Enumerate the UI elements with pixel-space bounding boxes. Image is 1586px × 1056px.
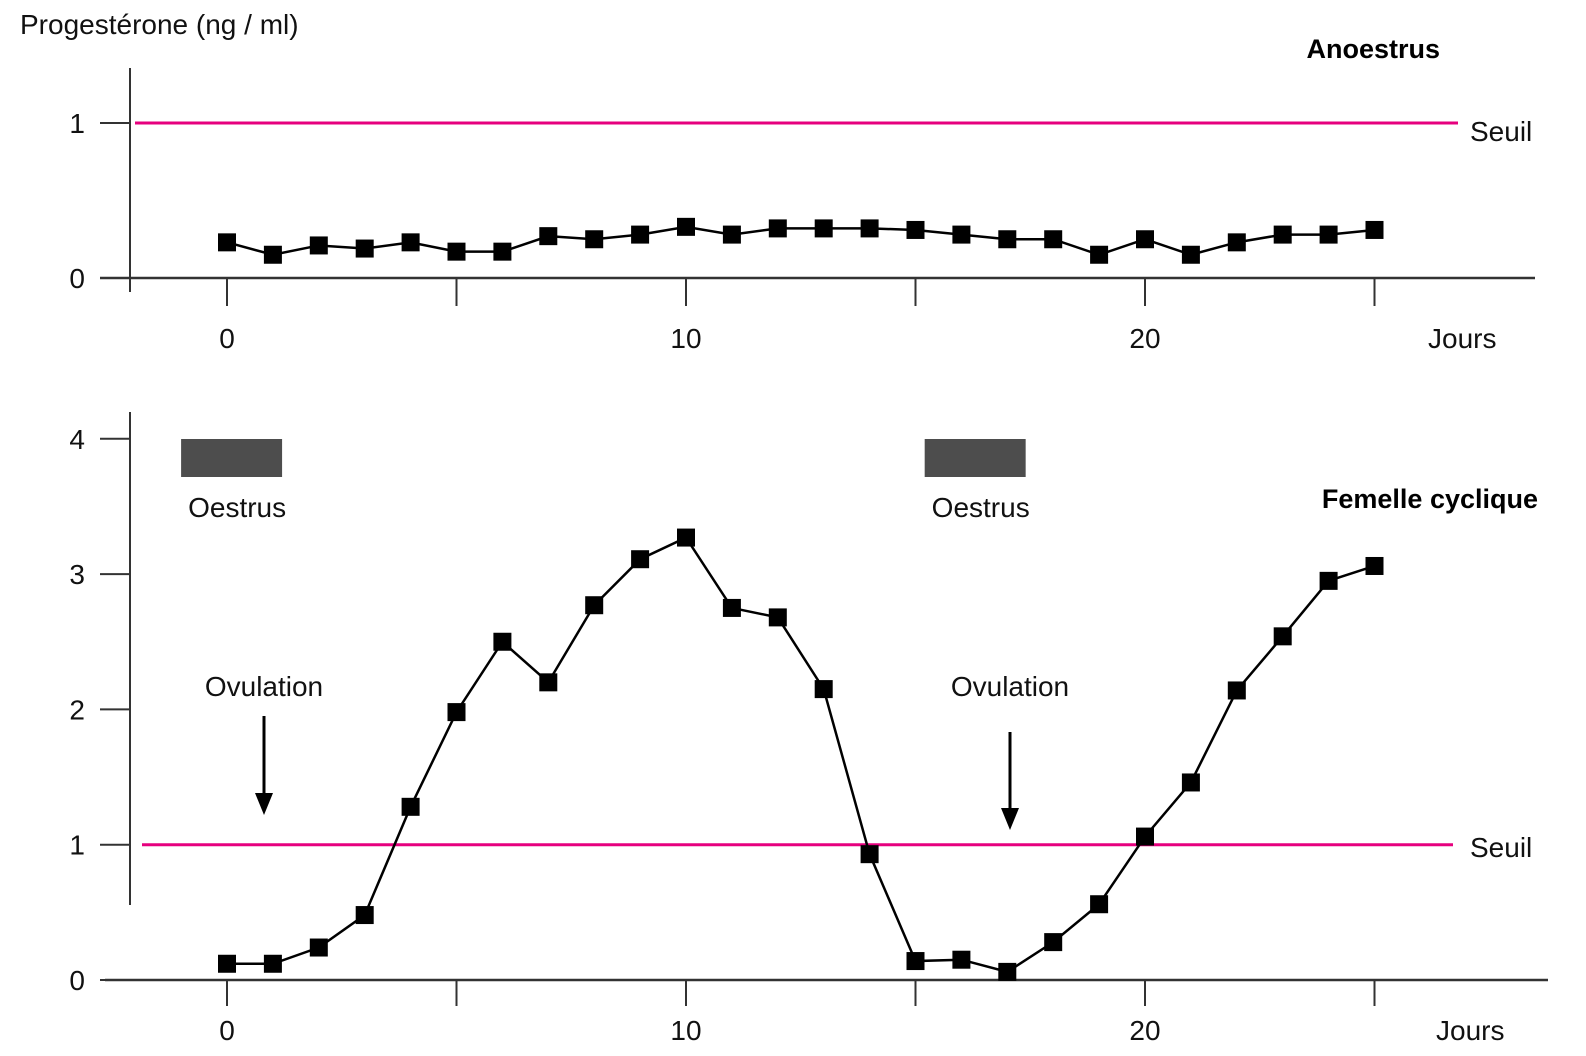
data-point	[1273, 627, 1292, 646]
oestrus-bar	[181, 439, 283, 477]
data-point	[493, 632, 512, 651]
data-point	[447, 242, 466, 261]
data-point	[218, 954, 236, 973]
y-tick-label: 4	[69, 424, 85, 455]
x-axis-label-femelle: Jours	[1436, 1015, 1504, 1046]
data-point	[906, 952, 925, 971]
data-point	[355, 239, 374, 258]
data-point	[768, 608, 787, 627]
data-point	[1090, 245, 1109, 264]
data-point	[309, 236, 328, 255]
x-tick-label: 0	[219, 323, 235, 354]
data-point	[263, 954, 282, 973]
data-point	[814, 680, 833, 699]
data-point	[722, 225, 741, 244]
data-point	[1181, 245, 1200, 264]
data-point	[814, 219, 833, 238]
data-point	[952, 950, 971, 969]
data-point	[539, 227, 558, 246]
x-tick-label: 20	[1129, 323, 1160, 354]
panel-anoestrus: Anoestrus Seuil Jours 0 10 20 0 1	[69, 34, 1535, 354]
x-tick-label: 0	[219, 1015, 235, 1046]
data-point	[585, 230, 604, 249]
data-point	[677, 217, 695, 236]
data-point	[768, 219, 787, 238]
data-point	[1273, 225, 1292, 244]
threshold-label-anoestrus: Seuil	[1470, 116, 1532, 147]
data-point	[539, 673, 558, 692]
data-point	[952, 225, 971, 244]
data-point	[218, 233, 236, 252]
ovulation-label: Ovulation	[951, 671, 1069, 702]
data-point	[401, 233, 420, 252]
data-point	[447, 703, 466, 722]
data-point	[493, 242, 512, 261]
y-tick-label: 1	[69, 108, 85, 139]
panel-title-femelle-cyclique: Femelle cyclique	[1322, 484, 1538, 514]
ovulation-arrow-head	[1001, 808, 1019, 830]
data-point	[1090, 895, 1109, 914]
data-point	[585, 596, 604, 615]
panel-femelle-cyclique: Femelle cyclique Seuil Jours 0 10 20 0 1 2 3 4 O…	[69, 412, 1548, 1046]
data-point	[677, 528, 695, 547]
data-point	[1365, 220, 1384, 239]
threshold-label-femelle: Seuil	[1470, 832, 1532, 863]
data-point	[355, 906, 374, 925]
x-tick-label: 10	[670, 1015, 701, 1046]
data-point	[401, 797, 420, 816]
data-point	[860, 845, 879, 864]
x-tick-label: 20	[1129, 1015, 1160, 1046]
oestrus-bar	[924, 439, 1026, 477]
data-point	[860, 219, 879, 238]
x-axis-label-anoestrus: Jours	[1428, 323, 1496, 354]
x-tick-label: 10	[670, 323, 701, 354]
data-point	[631, 225, 650, 244]
data-point	[722, 598, 741, 617]
y-tick-label: 3	[69, 559, 85, 590]
data-point	[998, 962, 1017, 981]
y-tick-label: 0	[69, 263, 85, 294]
ovulation-arrow-head	[255, 793, 273, 815]
oestrus-label: Oestrus	[188, 492, 286, 523]
data-point	[309, 938, 328, 957]
y-tick-label: 0	[69, 965, 85, 996]
data-point	[263, 245, 282, 264]
data-point	[1181, 773, 1200, 792]
y-tick-label: 2	[69, 694, 85, 725]
series-line	[226, 225, 1375, 257]
panel-title-anoestrus: Anoestrus	[1306, 34, 1440, 64]
data-point	[1044, 230, 1063, 249]
oestrus-label: Oestrus	[932, 492, 1030, 523]
data-point	[1136, 827, 1154, 846]
data-point	[998, 230, 1017, 249]
data-point	[1319, 225, 1338, 244]
y-axis-label: Progestérone (ng / ml)	[20, 9, 299, 40]
ovulation-label: Ovulation	[205, 671, 323, 702]
data-point	[1365, 556, 1384, 575]
data-point	[1227, 681, 1246, 700]
data-point	[1136, 230, 1154, 249]
data-point	[906, 220, 925, 239]
data-point	[1319, 571, 1338, 590]
series-line	[227, 535, 1375, 974]
y-tick-label: 1	[69, 830, 85, 861]
data-point	[1227, 233, 1246, 252]
data-point	[1044, 933, 1063, 952]
data-point	[631, 550, 650, 569]
